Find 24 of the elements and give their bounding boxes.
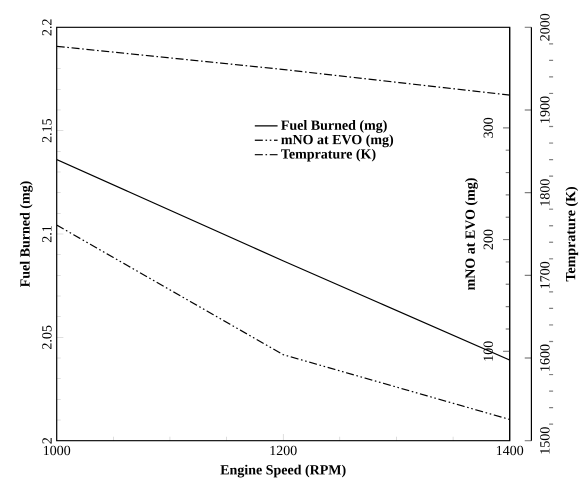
y-tick-label: 2.15 [42,118,52,142]
y3-tick-label: 1600 [540,344,550,371]
y-tick-label: 2.2 [42,19,52,36]
y-axis-title: Fuel Burned (mg) [20,181,33,288]
y2-axis-title: mNO at EVO (mg) [465,178,478,290]
y2-tick-label: 300 [484,118,493,138]
legend-label: Fuel Burned (mg) [281,120,387,133]
x-tick-label: 1400 [496,446,524,456]
y3-tick-label: 1900 [540,96,550,123]
y-tick-label: 2.1 [42,226,52,242]
y-tick-label: 2 [42,438,52,444]
legend-label: Temprature (K) [281,148,376,162]
x-axis-title: Engine Speed (RPM) [220,464,346,478]
y2-tick-label: 100 [484,341,493,361]
legend-label: mNO at EVO (mg) [281,134,394,148]
x-tick-label: 1200 [270,446,297,456]
y3-tick-label: 1500 [540,427,550,454]
y-tick-label: 2.05 [42,326,52,349]
y2-tick-label: 200 [484,230,493,250]
x-tick-label: 1000 [44,446,70,456]
y3-tick-label: 1800 [540,179,550,206]
y3-axis-title: Temprature (K) [565,186,578,282]
y3-tick-label: 2000 [540,14,550,41]
y3-tick-label: 1700 [540,262,550,288]
